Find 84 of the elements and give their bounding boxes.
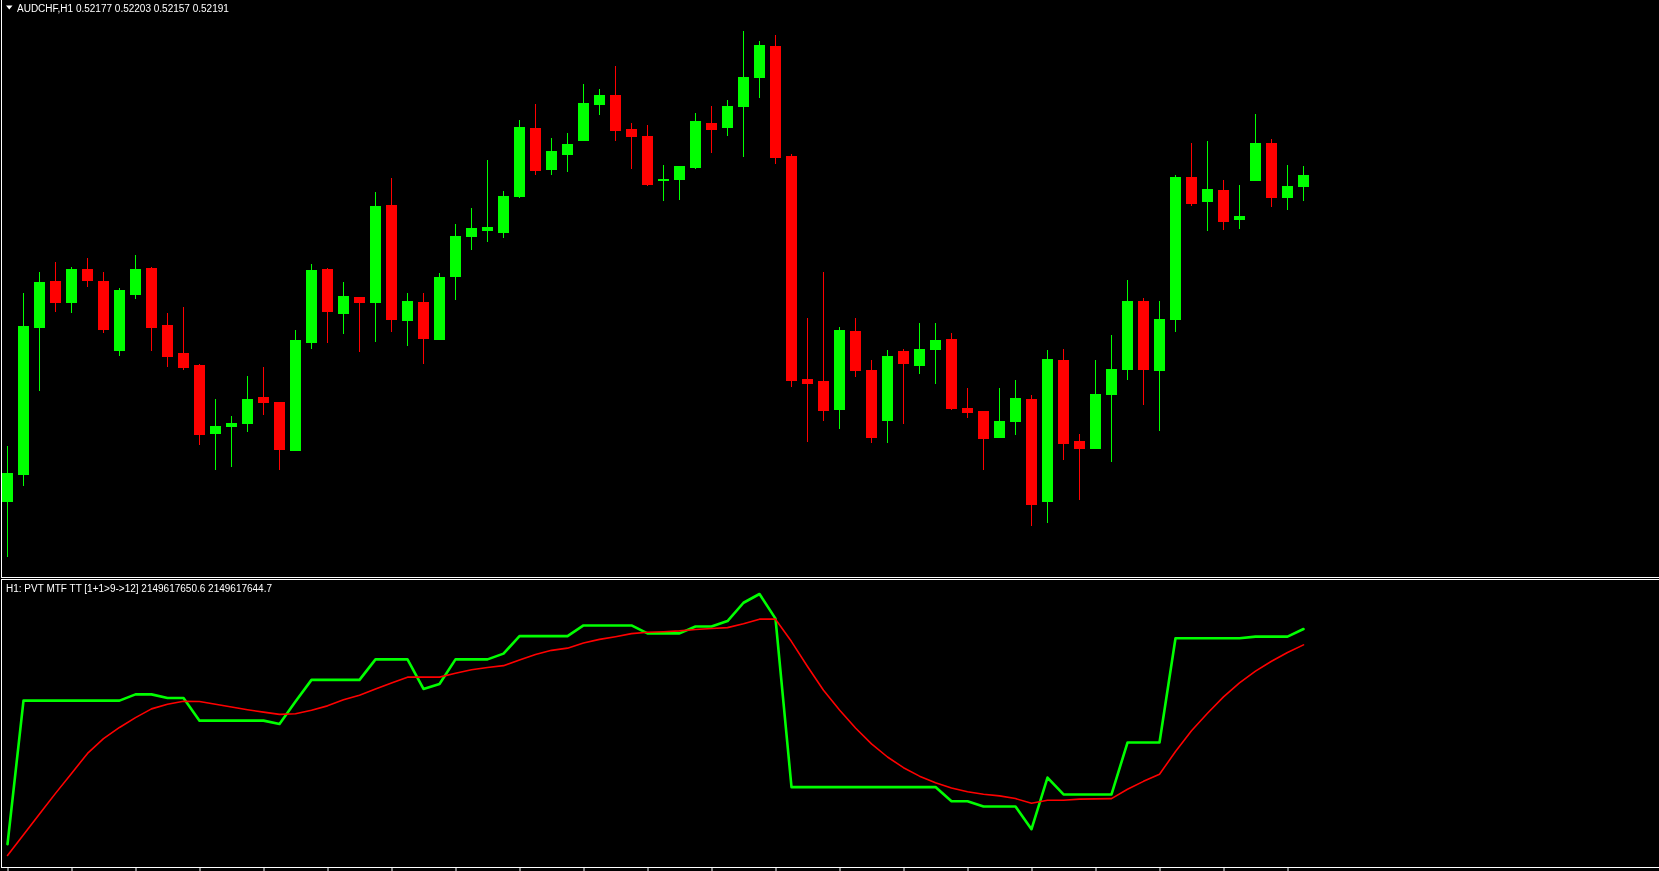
candlestick xyxy=(466,207,477,251)
candlestick xyxy=(274,402,285,471)
candlestick xyxy=(786,153,797,388)
candlestick xyxy=(226,415,237,468)
candlestick xyxy=(338,281,349,335)
candlestick xyxy=(1250,113,1261,182)
candlestick xyxy=(946,332,957,411)
candlestick xyxy=(418,292,429,365)
candlestick xyxy=(1154,300,1165,432)
candlestick xyxy=(1026,394,1037,527)
candlestick xyxy=(1090,359,1101,450)
candlestick xyxy=(866,359,877,444)
candlestick xyxy=(802,317,813,443)
candlestick xyxy=(610,65,621,142)
candlestick xyxy=(962,387,973,419)
candlestick xyxy=(82,257,93,288)
candlestick xyxy=(450,223,461,301)
candlestick xyxy=(482,159,493,243)
candlestick xyxy=(146,266,157,352)
candlestick xyxy=(722,99,733,137)
candlestick xyxy=(1266,138,1277,208)
candlestick xyxy=(1122,279,1133,381)
candlestick xyxy=(914,322,925,375)
candlestick xyxy=(34,271,45,392)
candlestick xyxy=(850,317,861,378)
candlestick xyxy=(258,366,269,416)
candlestick xyxy=(242,375,253,433)
candlestick xyxy=(1042,349,1053,524)
candlestick xyxy=(370,191,381,343)
candlestick xyxy=(626,122,637,170)
candlestick xyxy=(1218,179,1229,231)
candlestick xyxy=(98,271,109,334)
chart-title: AUDCHF,H1 0.52177 0.52203 0.52157 0.52191 xyxy=(17,2,230,14)
candlestick xyxy=(706,105,717,154)
candlestick xyxy=(114,287,125,357)
candlestick xyxy=(898,348,909,425)
candlestick xyxy=(1202,140,1213,232)
candlestick xyxy=(690,112,701,170)
candlestick xyxy=(834,326,845,430)
candlestick xyxy=(642,124,653,187)
candlestick xyxy=(194,363,205,446)
candlestick xyxy=(306,263,317,350)
candlestick xyxy=(978,410,989,471)
candlestick xyxy=(530,103,541,176)
candlestick xyxy=(18,292,29,487)
candlestick xyxy=(50,261,61,313)
candlestick xyxy=(322,267,333,344)
candlestick xyxy=(818,271,829,422)
candlestick xyxy=(562,132,573,173)
candlestick xyxy=(754,40,765,99)
candlestick xyxy=(66,266,77,314)
candlestick xyxy=(1234,184,1245,230)
candlestick xyxy=(210,398,221,471)
candlestick xyxy=(546,137,557,176)
candlestick xyxy=(738,30,749,158)
candlestick xyxy=(882,349,893,444)
candlestick xyxy=(1106,334,1117,463)
candlestick xyxy=(1170,174,1181,333)
candlestick xyxy=(1186,142,1197,207)
candlestick xyxy=(1010,379,1021,436)
candlestick xyxy=(162,312,173,368)
candlestick xyxy=(402,292,413,347)
candlestick xyxy=(770,34,781,165)
candlestick xyxy=(386,177,397,333)
candlestick xyxy=(354,296,365,353)
candlestick xyxy=(434,272,445,341)
candlestick xyxy=(1074,433,1085,501)
candlestick xyxy=(930,322,941,385)
candlestick xyxy=(130,254,141,300)
candlestick xyxy=(1298,165,1309,202)
candlestick xyxy=(1058,348,1069,461)
candlestick xyxy=(498,190,509,239)
candlestick xyxy=(1138,297,1149,406)
candlestick xyxy=(514,119,525,199)
candlestick xyxy=(594,88,605,116)
candlestick xyxy=(994,387,1005,439)
candlestick xyxy=(658,164,669,202)
candlestick xyxy=(674,165,685,201)
candlestick xyxy=(1282,164,1293,211)
candlestick xyxy=(178,306,189,371)
chart-title: H1: PVT MTF TT [1+1>9->12] 2149617650.6 2149617644.7 xyxy=(6,582,273,594)
candlestick xyxy=(290,329,301,452)
candlestick xyxy=(2,445,13,558)
candlestick xyxy=(578,83,589,142)
